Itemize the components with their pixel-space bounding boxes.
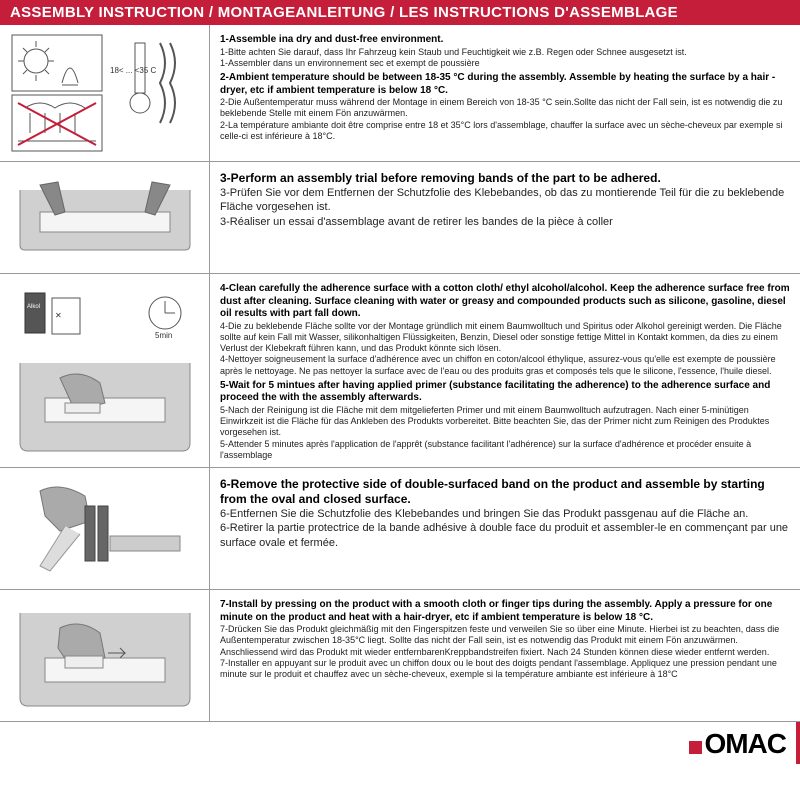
step-row-1: 18< ... <35 C 1-Assemble ina dry and dus… bbox=[0, 25, 800, 162]
step-row-5: 7-Install by pressing on the product wit… bbox=[0, 590, 800, 722]
step-bold-text: 7-Install by pressing on the product wit… bbox=[220, 599, 790, 624]
svg-text:✕: ✕ bbox=[55, 311, 62, 320]
step-sub-text: 3-Réaliser un essai d'assemblage avant d… bbox=[220, 215, 790, 229]
step-sub-text: 7-Installer en appuyant sur le produit a… bbox=[220, 658, 790, 681]
step-bold-text: 4-Clean carefully the adherence surface … bbox=[220, 283, 790, 321]
logo-square-icon bbox=[689, 741, 702, 754]
illustration-5 bbox=[0, 590, 210, 721]
step-row-3: Alkol ✕ 5min 4-Clean carefully the adher… bbox=[0, 274, 800, 468]
step-sub-text: 5-Attender 5 minutes après l'application… bbox=[220, 439, 790, 462]
step-text-2: 3-Perform an assembly trial before remov… bbox=[210, 162, 800, 273]
step-sub-text: 1-Bitte achten Sie darauf, dass Ihr Fahr… bbox=[220, 47, 790, 58]
step-sub-text: 4-Die zu beklebende Fläche sollte vor de… bbox=[220, 321, 790, 355]
step-row-2: 3-Perform an assembly trial before remov… bbox=[0, 162, 800, 274]
logo: OMAC bbox=[689, 728, 786, 760]
step-sub-text: 5-Nach der Reinigung ist die Fläche mit … bbox=[220, 405, 790, 439]
step-sub-text: 2-La température ambiante doit être comp… bbox=[220, 120, 790, 143]
step-sub-text: 6-Retirer la partie protectrice de la ba… bbox=[220, 521, 790, 550]
step-bold-text: 6-Remove the protective side of double-s… bbox=[220, 477, 790, 507]
step-sub-text: 3-Prüfen Sie vor dem Entfernen der Schut… bbox=[220, 186, 790, 215]
illustration-4 bbox=[0, 468, 210, 589]
step-sub-text: 6-Entfernen Sie die Schutzfolie des Kleb… bbox=[220, 507, 790, 521]
step-row-4: 6-Remove the protective side of double-s… bbox=[0, 468, 800, 590]
footer: OMAC bbox=[0, 722, 800, 764]
illustration-1: 18< ... <35 C bbox=[0, 25, 210, 161]
step-text-1: 1-Assemble ina dry and dust-free environ… bbox=[210, 25, 800, 161]
content-area: 18< ... <35 C 1-Assemble ina dry and dus… bbox=[0, 25, 800, 722]
step-sub-text: 4-Nettoyer soigneusement la surface d'ad… bbox=[220, 354, 790, 377]
temp-label: 18< ... <35 C bbox=[110, 66, 156, 75]
step-sub-text: 7-Drücken Sie das Produkt gleichmäßig mi… bbox=[220, 624, 790, 658]
step-text-3: 4-Clean carefully the adherence surface … bbox=[210, 274, 800, 467]
step-bold-text: 5-Wait for 5 mintues after having applie… bbox=[220, 380, 790, 405]
red-accent-line bbox=[796, 722, 800, 764]
step-text-4: 6-Remove the protective side of double-s… bbox=[210, 468, 800, 589]
step-text-5: 7-Install by pressing on the product wit… bbox=[210, 590, 800, 721]
header-title: ASSEMBLY INSTRUCTION / MONTAGEANLEITUNG … bbox=[0, 0, 800, 25]
step-sub-text: 2-Die Außentemperatur muss während der M… bbox=[220, 97, 790, 120]
step-sub-text: 1-Assembler dans un environnement sec et… bbox=[220, 58, 790, 69]
svg-text:5min: 5min bbox=[155, 331, 172, 340]
svg-text:Alkol: Alkol bbox=[27, 304, 40, 310]
step-bold-text: 2-Ambient temperature should be between … bbox=[220, 72, 790, 97]
illustration-3: Alkol ✕ 5min bbox=[0, 274, 210, 467]
step-bold-text: 3-Perform an assembly trial before remov… bbox=[220, 171, 790, 186]
step-bold-text: 1-Assemble ina dry and dust-free environ… bbox=[220, 34, 790, 47]
logo-text: OMAC bbox=[704, 728, 786, 760]
illustration-2 bbox=[0, 162, 210, 273]
